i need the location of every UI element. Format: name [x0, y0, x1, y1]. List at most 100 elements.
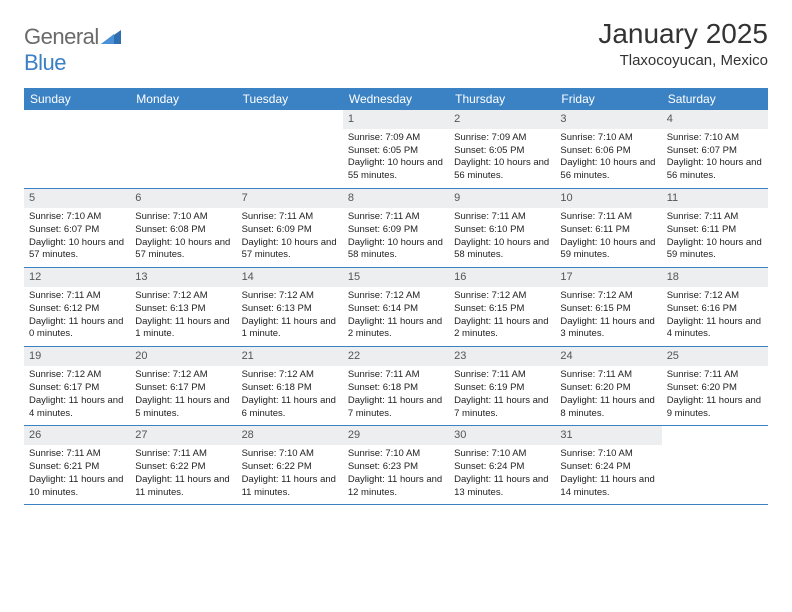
sunrise-text: Sunrise: 7:10 AM — [560, 448, 656, 461]
day-number: 11 — [662, 189, 768, 208]
location-label: Tlaxocoyucan, Mexico — [598, 52, 768, 69]
day-number: 5 — [24, 189, 130, 208]
day-content: Sunrise: 7:12 AMSunset: 6:15 PMDaylight:… — [555, 287, 661, 346]
day-number: 23 — [449, 347, 555, 366]
day-content: Sunrise: 7:09 AMSunset: 6:05 PMDaylight:… — [343, 129, 449, 188]
daylight-text: Daylight: 11 hours and 9 minutes. — [667, 395, 763, 421]
daylight-text: Daylight: 11 hours and 6 minutes. — [242, 395, 338, 421]
day-cell: 19Sunrise: 7:12 AMSunset: 6:17 PMDayligh… — [24, 347, 130, 425]
daylight-text: Daylight: 11 hours and 2 minutes. — [454, 316, 550, 342]
sunset-text: Sunset: 6:12 PM — [29, 303, 125, 316]
day-number: 15 — [343, 268, 449, 287]
day-number: 30 — [449, 426, 555, 445]
daylight-text: Daylight: 11 hours and 1 minute. — [135, 316, 231, 342]
daylight-text: Daylight: 11 hours and 2 minutes. — [348, 316, 444, 342]
week-row: 1Sunrise: 7:09 AMSunset: 6:05 PMDaylight… — [24, 110, 768, 189]
day-content: Sunrise: 7:11 AMSunset: 6:10 PMDaylight:… — [449, 208, 555, 267]
sunrise-text: Sunrise: 7:11 AM — [29, 448, 125, 461]
day-number: 12 — [24, 268, 130, 287]
daylight-text: Daylight: 10 hours and 57 minutes. — [242, 237, 338, 263]
day-number: 10 — [555, 189, 661, 208]
day-cell: 15Sunrise: 7:12 AMSunset: 6:14 PMDayligh… — [343, 268, 449, 346]
weekday-cell: Monday — [130, 88, 236, 110]
day-cell: 12Sunrise: 7:11 AMSunset: 6:12 PMDayligh… — [24, 268, 130, 346]
day-content: Sunrise: 7:12 AMSunset: 6:13 PMDaylight:… — [130, 287, 236, 346]
weekday-cell: Wednesday — [343, 88, 449, 110]
daylight-text: Daylight: 10 hours and 58 minutes. — [454, 237, 550, 263]
day-number: 7 — [237, 189, 343, 208]
day-number: 24 — [555, 347, 661, 366]
sunset-text: Sunset: 6:11 PM — [667, 224, 763, 237]
sunrise-text: Sunrise: 7:11 AM — [667, 211, 763, 224]
sunset-text: Sunset: 6:05 PM — [454, 145, 550, 158]
day-cell: 30Sunrise: 7:10 AMSunset: 6:24 PMDayligh… — [449, 426, 555, 504]
sunset-text: Sunset: 6:17 PM — [135, 382, 231, 395]
sunrise-text: Sunrise: 7:11 AM — [348, 369, 444, 382]
sunrise-text: Sunrise: 7:12 AM — [348, 290, 444, 303]
sunrise-text: Sunrise: 7:12 AM — [242, 369, 338, 382]
sunrise-text: Sunrise: 7:11 AM — [454, 211, 550, 224]
week-row: 26Sunrise: 7:11 AMSunset: 6:21 PMDayligh… — [24, 426, 768, 505]
day-content: Sunrise: 7:12 AMSunset: 6:15 PMDaylight:… — [449, 287, 555, 346]
day-cell: 2Sunrise: 7:09 AMSunset: 6:05 PMDaylight… — [449, 110, 555, 188]
sunrise-text: Sunrise: 7:10 AM — [29, 211, 125, 224]
calendar-grid: SundayMondayTuesdayWednesdayThursdayFrid… — [24, 88, 768, 505]
title-block: January 2025 Tlaxocoyucan, Mexico — [598, 18, 768, 69]
sunrise-text: Sunrise: 7:11 AM — [454, 369, 550, 382]
sunset-text: Sunset: 6:05 PM — [348, 145, 444, 158]
sunrise-text: Sunrise: 7:11 AM — [135, 448, 231, 461]
day-content: Sunrise: 7:11 AMSunset: 6:12 PMDaylight:… — [24, 287, 130, 346]
day-number: 28 — [237, 426, 343, 445]
daylight-text: Daylight: 10 hours and 56 minutes. — [667, 157, 763, 183]
sunset-text: Sunset: 6:06 PM — [560, 145, 656, 158]
day-content: Sunrise: 7:10 AMSunset: 6:06 PMDaylight:… — [555, 129, 661, 188]
sunset-text: Sunset: 6:18 PM — [242, 382, 338, 395]
calendar-page: GeneralBlue January 2025 Tlaxocoyucan, M… — [0, 0, 792, 523]
sunrise-text: Sunrise: 7:11 AM — [348, 211, 444, 224]
sunrise-text: Sunrise: 7:12 AM — [667, 290, 763, 303]
sunset-text: Sunset: 6:09 PM — [348, 224, 444, 237]
sunset-text: Sunset: 6:14 PM — [348, 303, 444, 316]
sunset-text: Sunset: 6:13 PM — [135, 303, 231, 316]
day-number: 20 — [130, 347, 236, 366]
day-number: 3 — [555, 110, 661, 129]
day-number: 19 — [24, 347, 130, 366]
week-row: 19Sunrise: 7:12 AMSunset: 6:17 PMDayligh… — [24, 347, 768, 426]
daylight-text: Daylight: 11 hours and 4 minutes. — [29, 395, 125, 421]
weekday-cell: Saturday — [662, 88, 768, 110]
day-cell: 21Sunrise: 7:12 AMSunset: 6:18 PMDayligh… — [237, 347, 343, 425]
day-number: 4 — [662, 110, 768, 129]
weeks-container: 1Sunrise: 7:09 AMSunset: 6:05 PMDaylight… — [24, 110, 768, 505]
day-content: Sunrise: 7:11 AMSunset: 6:18 PMDaylight:… — [343, 366, 449, 425]
day-cell: 18Sunrise: 7:12 AMSunset: 6:16 PMDayligh… — [662, 268, 768, 346]
day-content: Sunrise: 7:10 AMSunset: 6:23 PMDaylight:… — [343, 445, 449, 504]
sunrise-text: Sunrise: 7:11 AM — [242, 211, 338, 224]
day-cell: 8Sunrise: 7:11 AMSunset: 6:09 PMDaylight… — [343, 189, 449, 267]
brand-logo: GeneralBlue — [24, 24, 121, 76]
day-content: Sunrise: 7:11 AMSunset: 6:11 PMDaylight:… — [662, 208, 768, 267]
sunset-text: Sunset: 6:19 PM — [454, 382, 550, 395]
daylight-text: Daylight: 10 hours and 55 minutes. — [348, 157, 444, 183]
day-cell — [662, 426, 768, 504]
sunset-text: Sunset: 6:17 PM — [29, 382, 125, 395]
day-content: Sunrise: 7:11 AMSunset: 6:20 PMDaylight:… — [662, 366, 768, 425]
day-cell: 26Sunrise: 7:11 AMSunset: 6:21 PMDayligh… — [24, 426, 130, 504]
day-content: Sunrise: 7:10 AMSunset: 6:07 PMDaylight:… — [662, 129, 768, 188]
daylight-text: Daylight: 10 hours and 59 minutes. — [560, 237, 656, 263]
day-cell — [237, 110, 343, 188]
sunrise-text: Sunrise: 7:10 AM — [135, 211, 231, 224]
daylight-text: Daylight: 10 hours and 58 minutes. — [348, 237, 444, 263]
daylight-text: Daylight: 10 hours and 57 minutes. — [135, 237, 231, 263]
sunrise-text: Sunrise: 7:11 AM — [560, 211, 656, 224]
day-content: Sunrise: 7:12 AMSunset: 6:14 PMDaylight:… — [343, 287, 449, 346]
day-number: 25 — [662, 347, 768, 366]
month-title: January 2025 — [598, 18, 768, 50]
weekday-cell: Sunday — [24, 88, 130, 110]
day-number: 1 — [343, 110, 449, 129]
day-content: Sunrise: 7:10 AMSunset: 6:07 PMDaylight:… — [24, 208, 130, 267]
sunset-text: Sunset: 6:07 PM — [29, 224, 125, 237]
daylight-text: Daylight: 11 hours and 10 minutes. — [29, 474, 125, 500]
day-content: Sunrise: 7:12 AMSunset: 6:16 PMDaylight:… — [662, 287, 768, 346]
sunrise-text: Sunrise: 7:11 AM — [29, 290, 125, 303]
week-row: 5Sunrise: 7:10 AMSunset: 6:07 PMDaylight… — [24, 189, 768, 268]
